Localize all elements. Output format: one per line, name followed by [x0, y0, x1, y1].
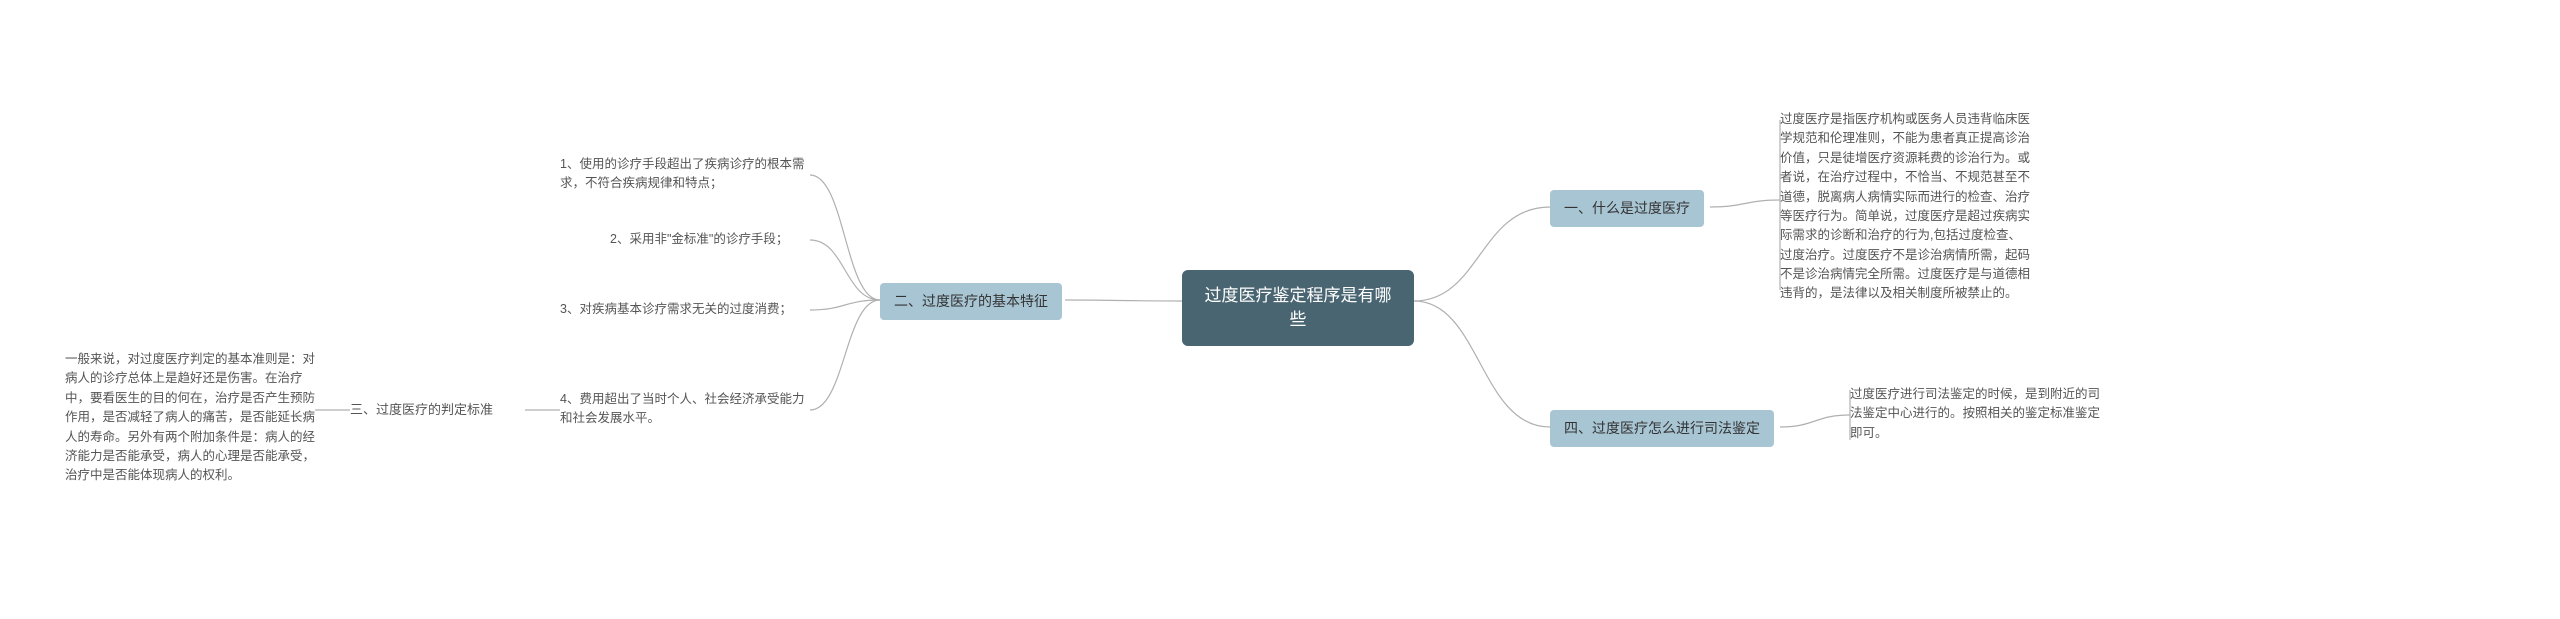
branch-l2: 二、过度医疗的基本特征: [880, 283, 1062, 320]
branch-l3-label: 三、过度医疗的判定标准: [350, 402, 493, 417]
branch-r4: 四、过度医疗怎么进行司法鉴定: [1550, 410, 1774, 447]
branch-l2-label: 二、过度医疗的基本特征: [894, 293, 1048, 309]
leaf-l2-3: 4、费用超出了当时个人、社会经济承受能力和社会发展水平。: [560, 390, 810, 429]
branch-r4-label: 四、过度医疗怎么进行司法鉴定: [1564, 420, 1760, 436]
branch-l3: 三、过度医疗的判定标准: [350, 400, 515, 420]
leaf-r1-text: 过度医疗是指医疗机构或医务人员违背临床医学规范和伦理准则，不能为患者真正提高诊治…: [1780, 112, 2030, 300]
leaf-l2-1: 2、采用非"金标准"的诊疗手段；: [610, 230, 810, 249]
center-text-line1: 过度医疗鉴定程序是有哪: [1205, 286, 1392, 305]
center-node: 过度医疗鉴定程序是有哪 些: [1182, 270, 1414, 346]
leaf-l2-0: 1、使用的诊疗手段超出了疾病诊疗的根本需求，不符合疾病规律和特点；: [560, 155, 810, 194]
leaf-l2-0-text: 1、使用的诊疗手段超出了疾病诊疗的根本需求，不符合疾病规律和特点；: [560, 157, 804, 190]
leaf-l2-3-text: 4、费用超出了当时个人、社会经济承受能力和社会发展水平。: [560, 392, 804, 425]
leaf-r1: 过度医疗是指医疗机构或医务人员违背临床医学规范和伦理准则，不能为患者真正提高诊治…: [1780, 110, 2030, 304]
leaf-r4-text: 过度医疗进行司法鉴定的时候，是到附近的司法鉴定中心进行的。按照相关的鉴定标准鉴定…: [1850, 387, 2100, 440]
branch-r1: 一、什么是过度医疗: [1550, 190, 1704, 227]
leaf-l3-text: 一般来说，对过度医疗判定的基本准则是：对病人的诊疗总体上是趋好还是伤害。在治疗中…: [65, 352, 315, 482]
leaf-l3: 一般来说，对过度医疗判定的基本准则是：对病人的诊疗总体上是趋好还是伤害。在治疗中…: [65, 350, 315, 486]
leaf-r4: 过度医疗进行司法鉴定的时候，是到附近的司法鉴定中心进行的。按照相关的鉴定标准鉴定…: [1850, 385, 2100, 443]
leaf-l2-1-text: 2、采用非"金标准"的诊疗手段；: [610, 232, 788, 246]
branch-r1-label: 一、什么是过度医疗: [1564, 200, 1690, 216]
leaf-l2-2: 3、对疾病基本诊疗需求无关的过度消费；: [560, 300, 810, 319]
leaf-l2-2-text: 3、对疾病基本诊疗需求无关的过度消费；: [560, 302, 792, 316]
center-text-line2: 些: [1290, 310, 1307, 329]
